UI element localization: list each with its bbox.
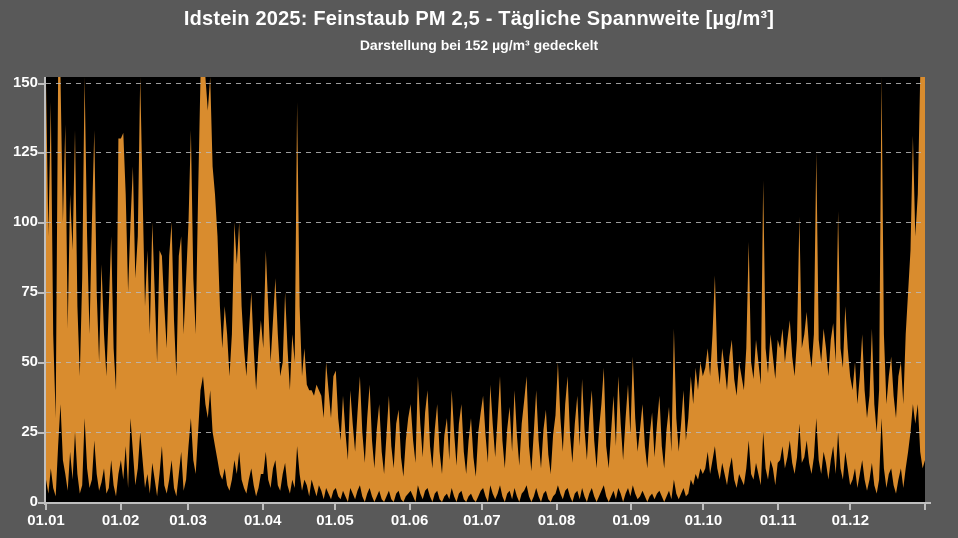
grid-line-50 [46, 362, 925, 364]
x-tick-label-01.02: 01.02 [101, 512, 140, 529]
x-tick-label-01.07: 01.07 [463, 512, 501, 529]
grid-line-125 [46, 152, 925, 154]
grid-line-150 [46, 82, 925, 84]
x-tick-01.07 [480, 504, 483, 510]
x-tick-label-01.11: 01.11 [759, 512, 797, 529]
y-tick-125 [38, 152, 44, 155]
y-tick-50 [38, 362, 44, 365]
chart-subtitle: Darstellung bei 152 µg/m³ gedeckelt [359, 37, 599, 53]
x-tick-01.02 [119, 504, 122, 510]
chart-title: Idstein 2025: Feinstaub PM 2,5 - Täglich… [183, 8, 775, 30]
x-tick-01.06 [408, 504, 411, 510]
x-tick-label-01.10: 01.10 [684, 512, 723, 529]
x-tick-01.10 [702, 504, 705, 510]
x-tick-01.11 [777, 504, 780, 510]
x-tick-01.05 [333, 504, 336, 510]
y-tick-0 [38, 502, 44, 504]
range-area-series [46, 77, 925, 502]
x-tick-01.12 [849, 504, 852, 510]
y-tick-150 [38, 82, 44, 85]
x-tick-label-01.05: 01.05 [316, 512, 354, 529]
x-tick-label-01.08: 01.08 [537, 512, 576, 529]
y-tick-label-100: 100 [12, 213, 38, 231]
grid-line-75 [46, 292, 925, 294]
plot-area [46, 77, 925, 503]
x-tick-label-01.01: 01.01 [27, 512, 65, 529]
x-tick-01.03 [187, 504, 190, 510]
y-axis-line [44, 77, 46, 505]
x-tick-end [924, 504, 926, 510]
x-tick-label-01.03: 01.03 [169, 512, 207, 529]
y-tick-label-150: 150 [12, 73, 38, 91]
y-tick-label-50: 50 [21, 353, 38, 371]
x-tick-01.01 [45, 504, 47, 510]
y-tick-label-75: 75 [21, 283, 38, 301]
x-tick-label-01.04: 01.04 [243, 512, 282, 529]
x-tick-01.09 [630, 504, 633, 510]
x-tick-01.04 [261, 504, 264, 510]
y-tick-75 [38, 292, 44, 295]
grid-line-100 [46, 222, 925, 224]
y-tick-label-0: 0 [29, 493, 38, 510]
daily-range-polygon [46, 77, 925, 502]
y-tick-label-125: 125 [12, 143, 38, 161]
x-tick-label-01.09: 01.09 [612, 512, 650, 529]
x-tick-01.08 [555, 504, 558, 510]
x-tick-label-01.12: 01.12 [831, 512, 870, 529]
x-axis-line [40, 502, 931, 504]
grid-line-25 [46, 432, 925, 434]
x-tick-label-01.06: 01.06 [390, 512, 429, 529]
y-tick-label-25: 25 [21, 423, 38, 441]
y-tick-25 [38, 432, 44, 435]
y-tick-100 [38, 222, 44, 225]
